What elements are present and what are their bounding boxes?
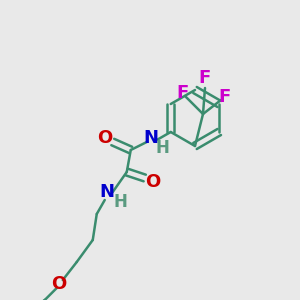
Text: F: F [218,88,230,106]
Text: F: F [176,84,188,102]
Text: H: H [156,139,170,157]
Text: O: O [97,129,112,147]
Text: F: F [199,69,211,87]
Text: N: N [99,183,114,201]
Text: O: O [145,173,160,191]
Text: H: H [114,193,128,211]
Text: O: O [51,275,66,293]
Text: N: N [143,129,158,147]
